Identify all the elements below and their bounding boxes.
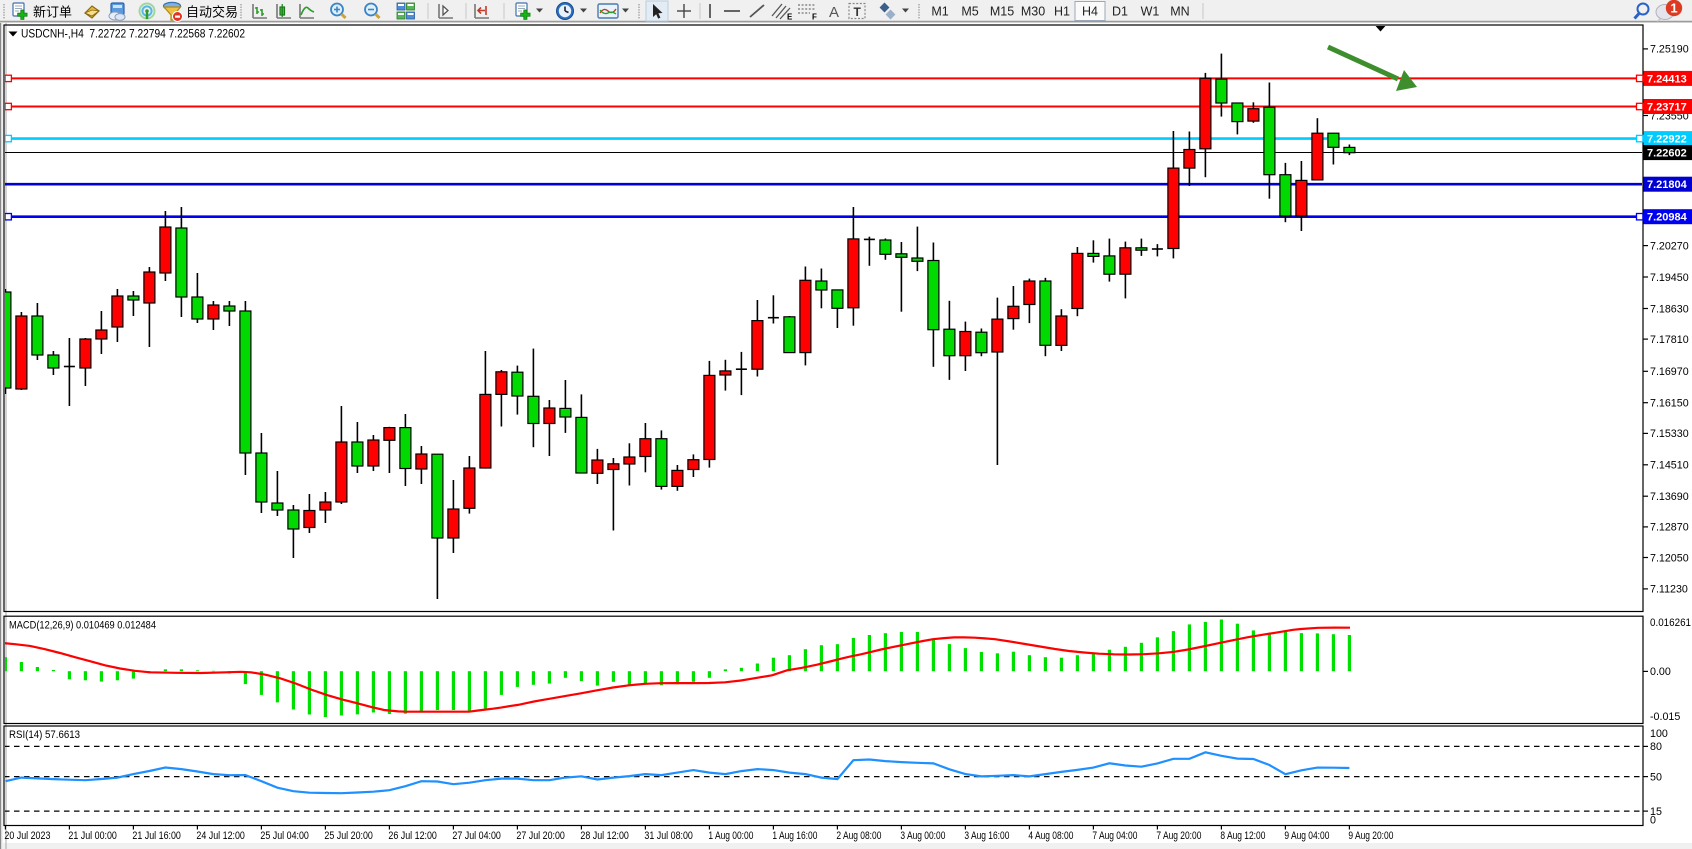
svg-text:M30: M30 xyxy=(1021,5,1045,19)
svg-text:7.15330: 7.15330 xyxy=(1650,428,1689,440)
svg-text:25 Jul 20:00: 25 Jul 20:00 xyxy=(324,830,373,842)
svg-text:1 Aug 16:00: 1 Aug 16:00 xyxy=(772,830,817,842)
svg-text:25 Jul 04:00: 25 Jul 04:00 xyxy=(260,830,309,842)
svg-text:M1: M1 xyxy=(931,5,948,19)
svg-text:M15: M15 xyxy=(990,5,1014,19)
svg-text:自动交易: 自动交易 xyxy=(186,5,238,20)
svg-text:7.13690: 7.13690 xyxy=(1650,491,1689,503)
svg-text:7.16150: 7.16150 xyxy=(1650,398,1689,410)
svg-text:7.16970: 7.16970 xyxy=(1650,366,1689,378)
svg-text:20 Jul 2023: 20 Jul 2023 xyxy=(4,830,50,842)
svg-text:1 Aug 00:00: 1 Aug 00:00 xyxy=(708,830,753,842)
svg-text:D1: D1 xyxy=(1112,5,1128,19)
svg-text:80: 80 xyxy=(1650,741,1662,753)
svg-text:7.24413: 7.24413 xyxy=(1647,73,1687,85)
svg-text:3 Aug 16:00: 3 Aug 16:00 xyxy=(964,830,1009,842)
svg-text:2 Aug 08:00: 2 Aug 08:00 xyxy=(836,830,881,842)
svg-text:7.18630: 7.18630 xyxy=(1650,303,1689,315)
svg-text:7.22602: 7.22602 xyxy=(1647,148,1687,160)
svg-text:7.20270: 7.20270 xyxy=(1650,240,1689,252)
svg-text:0: 0 xyxy=(1650,814,1656,826)
svg-text:27 Jul 04:00: 27 Jul 04:00 xyxy=(452,830,501,842)
svg-text:M5: M5 xyxy=(961,5,978,19)
svg-text:RSI(14) 57.6613: RSI(14) 57.6613 xyxy=(9,729,80,741)
svg-text:F: F xyxy=(812,13,817,22)
svg-text:31 Jul 08:00: 31 Jul 08:00 xyxy=(644,830,693,842)
svg-text:T: T xyxy=(854,5,862,19)
svg-text:3 Aug 00:00: 3 Aug 00:00 xyxy=(900,830,945,842)
svg-text:26 Jul 12:00: 26 Jul 12:00 xyxy=(388,830,437,842)
svg-text:50: 50 xyxy=(1650,771,1662,783)
svg-text:1: 1 xyxy=(1670,1,1677,16)
svg-text:7.12870: 7.12870 xyxy=(1650,522,1689,534)
svg-text:7.17810: 7.17810 xyxy=(1650,334,1689,346)
svg-text:0.00: 0.00 xyxy=(1650,666,1671,678)
svg-text:7.12050: 7.12050 xyxy=(1650,552,1689,564)
svg-text:7 Aug 20:00: 7 Aug 20:00 xyxy=(1156,830,1201,842)
svg-text:28 Jul 12:00: 28 Jul 12:00 xyxy=(580,830,629,842)
svg-text:4 Aug 08:00: 4 Aug 08:00 xyxy=(1028,830,1073,842)
svg-text:100: 100 xyxy=(1650,728,1668,740)
svg-text:15: 15 xyxy=(1650,806,1662,818)
svg-text:E: E xyxy=(787,13,793,22)
svg-text:H1: H1 xyxy=(1054,5,1070,19)
svg-text:7.20984: 7.20984 xyxy=(1647,212,1688,224)
svg-text:0.016261: 0.016261 xyxy=(1650,617,1691,629)
svg-text:7.22922: 7.22922 xyxy=(1647,134,1687,146)
svg-text:A: A xyxy=(829,4,839,21)
svg-text:21 Jul 00:00: 21 Jul 00:00 xyxy=(68,830,117,842)
svg-text:21 Jul 16:00: 21 Jul 16:00 xyxy=(132,830,181,842)
svg-text:7.23717: 7.23717 xyxy=(1647,102,1687,114)
svg-text:7.11230: 7.11230 xyxy=(1650,584,1688,596)
svg-text:新订单: 新订单 xyxy=(33,5,72,20)
svg-text:7.25190: 7.25190 xyxy=(1650,44,1689,56)
svg-text:9 Aug 20:00: 9 Aug 20:00 xyxy=(1348,830,1393,842)
svg-text:7 Aug 04:00: 7 Aug 04:00 xyxy=(1092,830,1137,842)
svg-text:USDCNH-,H4 7.22722 7.22794 7.: USDCNH-,H4 7.22722 7.22794 7.22568 7.226… xyxy=(21,27,245,41)
svg-text:7.14510: 7.14510 xyxy=(1650,460,1689,472)
svg-text:-0.015: -0.015 xyxy=(1650,711,1680,723)
svg-text:7.19450: 7.19450 xyxy=(1650,272,1689,284)
svg-text:H4: H4 xyxy=(1082,5,1098,19)
svg-text:8 Aug 12:00: 8 Aug 12:00 xyxy=(1220,830,1265,842)
svg-text:MACD(12,26,9) 0.010469 0.01248: MACD(12,26,9) 0.010469 0.012484 xyxy=(9,620,156,632)
svg-text:MN: MN xyxy=(1170,5,1189,19)
svg-text:27 Jul 20:00: 27 Jul 20:00 xyxy=(516,830,565,842)
svg-text:W1: W1 xyxy=(1141,5,1160,19)
svg-text:9 Aug 04:00: 9 Aug 04:00 xyxy=(1284,830,1329,842)
svg-text:7.21804: 7.21804 xyxy=(1647,179,1688,191)
svg-text:24 Jul 12:00: 24 Jul 12:00 xyxy=(196,830,245,842)
